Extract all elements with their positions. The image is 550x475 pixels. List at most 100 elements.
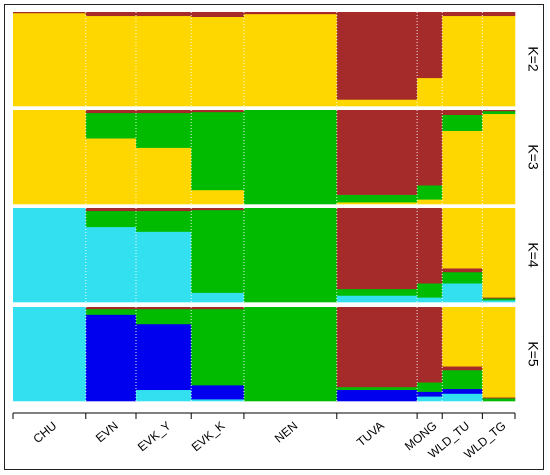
bar-nen-cluster-2 bbox=[243, 208, 338, 303]
bar-wld_tg-cluster-2 bbox=[482, 298, 516, 301]
figure-frame: K=2 K=3 K=4 K=5 CHU EVN EVK_Y EVK_K NEN TUVA MONG W… bbox=[4, 4, 544, 470]
bar-tuva-cluster-1 bbox=[336, 295, 418, 303]
bar-evn-cluster-1 bbox=[85, 138, 137, 205]
bar-wld_tu-cluster-2 bbox=[442, 271, 483, 284]
bar-tuva-cluster-4 bbox=[336, 307, 418, 388]
bar-evk_k-cluster-3 bbox=[191, 308, 245, 386]
panel-k-3: K=3 bbox=[13, 110, 541, 205]
bar-wld_tg-cluster-4 bbox=[482, 397, 516, 399]
bar-tuva-cluster-2 bbox=[336, 12, 418, 100]
bar-chu-cluster-1 bbox=[13, 307, 87, 402]
bar-wld_tg-cluster-1 bbox=[482, 300, 516, 303]
bar-evk_y-cluster-2 bbox=[135, 323, 192, 391]
bar-tuva-cluster-3 bbox=[336, 110, 418, 195]
bar-wld_tu-cluster-4 bbox=[442, 208, 483, 269]
bar-evk_y-cluster-2 bbox=[135, 112, 192, 148]
bar-nen-cluster-1 bbox=[243, 13, 338, 107]
panel-k-2: K=2 bbox=[13, 12, 541, 107]
bar-chu-cluster-1 bbox=[13, 110, 87, 205]
bar-wld_tu-cluster-1 bbox=[442, 130, 483, 205]
bar-evn-cluster-2 bbox=[85, 210, 137, 228]
bar-mong-cluster-4 bbox=[417, 307, 443, 383]
bar-evn-cluster-3 bbox=[85, 208, 137, 212]
bar-wld_tg-cluster-1 bbox=[482, 15, 516, 107]
bar-wld_tu-cluster-1 bbox=[442, 283, 483, 303]
bar-chu-cluster-2 bbox=[13, 12, 87, 14]
bar-tuva-cluster-2 bbox=[336, 194, 418, 203]
bar-evn-cluster-1 bbox=[85, 15, 137, 107]
panel-label: K=2 bbox=[525, 46, 541, 72]
bar-mong-cluster-3 bbox=[417, 382, 443, 392]
bar-wld_tg-cluster-2 bbox=[482, 110, 516, 115]
bar-mong-cluster-2 bbox=[417, 391, 443, 397]
bar-evk_k-cluster-3 bbox=[191, 110, 245, 113]
bar-tuva-cluster-1 bbox=[336, 202, 418, 205]
bar-evk_k-cluster-4 bbox=[191, 307, 245, 310]
bar-evk_k-cluster-2 bbox=[191, 111, 245, 191]
population-label-evk_y: EVK_Y bbox=[135, 419, 174, 455]
bar-tuva-cluster-2 bbox=[336, 288, 418, 296]
bar-evk_y-cluster-1 bbox=[135, 15, 192, 107]
bar-mong-cluster-3 bbox=[417, 208, 443, 284]
bar-evk_y-cluster-3 bbox=[135, 110, 192, 114]
bar-mong-cluster-2 bbox=[417, 283, 443, 298]
bar-wld_tu-cluster-2 bbox=[442, 12, 483, 17]
bar-evk_k-cluster-2 bbox=[191, 209, 245, 293]
bar-evn-cluster-3 bbox=[85, 110, 137, 114]
bar-wld_tg-cluster-4 bbox=[482, 208, 516, 298]
bar-wld_tu-cluster-3 bbox=[442, 110, 483, 115]
bar-evk_y-cluster-1 bbox=[135, 389, 192, 402]
panel-label: K=3 bbox=[525, 144, 541, 170]
bar-evk_k-cluster-2 bbox=[191, 12, 245, 17]
bar-chu-cluster-1 bbox=[13, 12, 87, 107]
bar-wld_tg-cluster-3 bbox=[482, 110, 516, 112]
bar-wld_tg-cluster-5 bbox=[482, 307, 516, 398]
population-label-evn: EVN bbox=[93, 419, 121, 446]
bar-mong-cluster-2 bbox=[417, 185, 443, 200]
bar-tuva-cluster-2 bbox=[336, 389, 418, 402]
bar-evk_y-cluster-3 bbox=[135, 308, 192, 325]
bar-evk_k-cluster-1 bbox=[191, 189, 245, 205]
bar-wld_tg-cluster-3 bbox=[482, 398, 516, 402]
bar-nen-cluster-2 bbox=[243, 110, 338, 205]
bar-mong-cluster-2 bbox=[417, 12, 443, 79]
bar-mong-cluster-1 bbox=[417, 297, 443, 303]
bar-evk_y-cluster-2 bbox=[135, 12, 192, 17]
bar-evn-cluster-2 bbox=[85, 314, 137, 402]
bar-evk_k-cluster-1 bbox=[191, 399, 245, 402]
bar-evn-cluster-2 bbox=[85, 12, 137, 17]
bar-wld_tu-cluster-4 bbox=[442, 366, 483, 371]
bar-evn-cluster-2 bbox=[85, 112, 137, 139]
bar-evk_y-cluster-1 bbox=[135, 147, 192, 205]
bar-nen-cluster-2 bbox=[243, 12, 338, 15]
bar-wld_tu-cluster-1 bbox=[442, 393, 483, 402]
bar-evk_k-cluster-1 bbox=[191, 16, 245, 107]
population-label-nen: NEN bbox=[272, 419, 300, 446]
bar-tuva-cluster-3 bbox=[336, 386, 418, 391]
bar-evk_y-cluster-3 bbox=[135, 208, 192, 212]
bar-mong-cluster-1 bbox=[417, 199, 443, 205]
bar-wld_tu-cluster-5 bbox=[442, 307, 483, 367]
bar-mong-cluster-1 bbox=[417, 77, 443, 107]
bar-evk_y-cluster-4 bbox=[135, 307, 192, 310]
bar-wld_tu-cluster-3 bbox=[442, 268, 483, 273]
bar-evk_y-cluster-1 bbox=[135, 231, 192, 303]
bar-wld_tu-cluster-3 bbox=[442, 369, 483, 390]
bar-wld_tu-cluster-2 bbox=[442, 114, 483, 131]
bar-wld_tg-cluster-2 bbox=[482, 12, 516, 17]
bar-evk_k-cluster-1 bbox=[191, 292, 245, 303]
bar-wld_tg-cluster-1 bbox=[482, 113, 516, 205]
bar-evk_k-cluster-2 bbox=[191, 385, 245, 400]
bar-mong-cluster-1 bbox=[417, 396, 443, 402]
bar-chu-cluster-1 bbox=[13, 208, 87, 303]
panel-k-4: K=4 bbox=[13, 208, 541, 303]
panel-label: K=5 bbox=[525, 341, 541, 367]
bar-evk_y-cluster-2 bbox=[135, 210, 192, 232]
panel-label: K=4 bbox=[525, 242, 541, 268]
population-label-tuva: TUVA bbox=[354, 419, 387, 450]
bar-tuva-cluster-3 bbox=[336, 208, 418, 290]
bar-wld_tu-cluster-2 bbox=[442, 388, 483, 394]
bar-evk_k-cluster-3 bbox=[191, 208, 245, 211]
bar-wld_tg-cluster-3 bbox=[482, 297, 516, 299]
